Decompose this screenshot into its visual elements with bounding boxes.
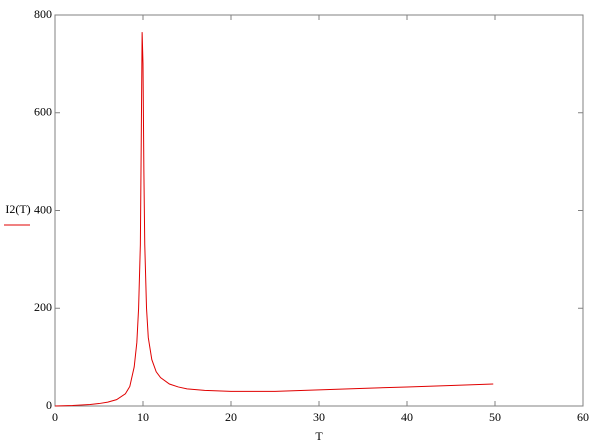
data-line bbox=[54, 32, 494, 407]
x-tick-label: 40 bbox=[401, 410, 413, 424]
y-tick-label: 600 bbox=[34, 105, 52, 119]
y-axis-label: I2(T) bbox=[5, 202, 30, 216]
x-tick-label: 0 bbox=[52, 410, 58, 424]
plot-frame bbox=[54, 14, 584, 407]
x-tick-label: 60 bbox=[577, 410, 589, 424]
x-tick-label: 30 bbox=[313, 410, 325, 424]
y-tick-label: 800 bbox=[34, 7, 52, 21]
y-tick-label: 400 bbox=[34, 202, 52, 216]
y-tick-label: 0 bbox=[46, 398, 52, 412]
x-tick-label: 10 bbox=[137, 410, 149, 424]
x-axis-label: T bbox=[315, 429, 323, 443]
x-tick-label: 20 bbox=[225, 410, 237, 424]
x-tick-label: 50 bbox=[489, 410, 501, 424]
y-tick-label: 200 bbox=[34, 300, 52, 314]
